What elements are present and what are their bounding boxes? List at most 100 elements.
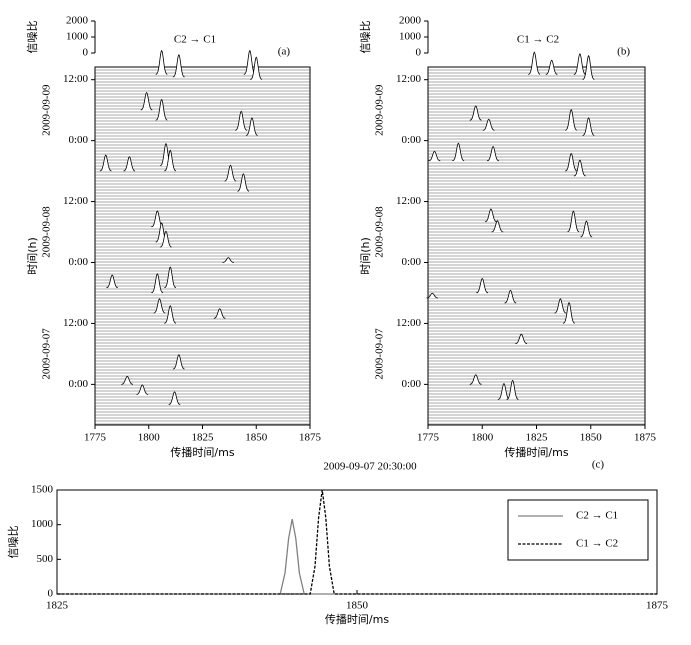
peak	[582, 54, 595, 80]
peak	[106, 274, 118, 289]
snr-tick-label: 1000	[399, 31, 422, 43]
peak	[213, 308, 226, 319]
peak	[491, 220, 504, 233]
peak	[497, 382, 510, 400]
snr-tick-label: 2000	[399, 15, 422, 27]
peak	[155, 49, 168, 75]
peak	[573, 53, 586, 75]
peak	[155, 98, 168, 121]
peak	[224, 164, 237, 182]
x-tick-label: 1825	[46, 600, 69, 612]
peak	[486, 145, 499, 162]
snr-tick-label: 0	[83, 47, 89, 59]
date-label: 2009-09-09	[374, 84, 386, 136]
y-axis-label: 时间(h)	[359, 237, 372, 275]
y-tick-label: 0:00	[401, 134, 421, 146]
y-axis-label: 信噪比	[7, 526, 20, 559]
peak	[515, 333, 528, 345]
peak	[164, 149, 177, 172]
snr-tick-label: 0	[416, 47, 422, 59]
x-tick-label: 1850	[245, 432, 268, 444]
peak	[428, 150, 441, 162]
peak	[565, 108, 578, 131]
peak	[573, 159, 586, 177]
peak	[562, 301, 575, 324]
y-tick-label: 0:00	[68, 134, 88, 146]
peak	[99, 154, 112, 172]
x-tick-label: 1775	[84, 432, 107, 444]
peak	[250, 56, 263, 80]
y-tick-label: 500	[37, 553, 54, 565]
legend-label: C2 → C1	[576, 510, 618, 522]
date-label: 2009-09-09	[41, 84, 53, 136]
peak	[159, 230, 172, 248]
y-tick-label: 0	[48, 588, 54, 600]
peak	[567, 210, 580, 233]
peak	[528, 51, 541, 75]
y-tick-label: 0:00	[401, 256, 421, 268]
x-tick-label: 1800	[138, 432, 161, 444]
x-tick-label: 1825	[526, 432, 549, 444]
peak	[164, 305, 177, 324]
peak	[235, 110, 248, 131]
peak	[504, 289, 517, 304]
chart-title: C2 → C1	[174, 34, 216, 46]
peak	[245, 117, 258, 136]
peak	[172, 53, 185, 78]
snr-label: 信噪比	[26, 21, 39, 54]
legend-label: C1 → C2	[576, 538, 618, 550]
y-tick-label: 12:00	[396, 73, 422, 85]
peak	[123, 156, 136, 172]
peak	[140, 91, 153, 111]
y-tick-label: 0:00	[68, 256, 88, 268]
peak	[469, 105, 482, 121]
peak	[153, 298, 166, 314]
peak	[506, 379, 519, 400]
snr-label: 信噪比	[359, 21, 372, 54]
x-tick-label: 1875	[299, 432, 322, 444]
peak	[426, 292, 439, 299]
x-axis-label: 传播时间/ms	[504, 445, 568, 459]
date-label: 2009-09-07	[374, 328, 386, 380]
y-tick-label: 12:00	[63, 73, 89, 85]
snr-tick-label: 2000	[66, 15, 89, 27]
legend-box	[507, 499, 649, 561]
x-tick-label: 1825	[192, 432, 215, 444]
y-tick-label: 12:00	[63, 317, 89, 329]
peak	[469, 374, 482, 385]
date-label: 2009-09-07	[41, 328, 53, 380]
peak	[545, 59, 558, 75]
panel-label: (c)	[592, 459, 605, 471]
y-axis-label: 时间(h)	[26, 237, 39, 275]
snr-tick-label: 1000	[66, 31, 89, 43]
x-tick-label: 1850	[346, 600, 369, 612]
peak	[222, 257, 235, 263]
y-tick-label: 0:00	[401, 378, 421, 390]
series-line	[57, 519, 657, 595]
y-tick-label: 12:00	[396, 195, 422, 207]
peak	[164, 266, 177, 289]
peak	[554, 298, 567, 314]
peak	[168, 391, 181, 405]
peak	[151, 273, 164, 294]
peak	[172, 354, 185, 370]
peak	[237, 173, 250, 192]
y-tick-label: 0:00	[68, 378, 88, 390]
y-tick-label: 12:00	[396, 317, 422, 329]
peak	[582, 117, 595, 136]
peak	[452, 142, 465, 162]
panel-label: (b)	[617, 46, 630, 58]
x-tick-label: 1800	[471, 432, 494, 444]
date-label: 2009-09-08	[41, 206, 53, 258]
x-axis-label: 传播时间/ms	[170, 445, 234, 459]
peak	[136, 384, 149, 395]
y-tick-label: 1000	[31, 518, 54, 530]
x-axis-label: 传播时间/ms	[325, 612, 389, 626]
peak	[565, 152, 578, 172]
peak	[476, 277, 489, 294]
chart-title: 2009-09-07 20:30:00	[323, 461, 417, 473]
x-tick-label: 1850	[580, 432, 603, 444]
x-tick-label: 1775	[417, 432, 440, 444]
x-tick-label: 1875	[634, 432, 657, 444]
